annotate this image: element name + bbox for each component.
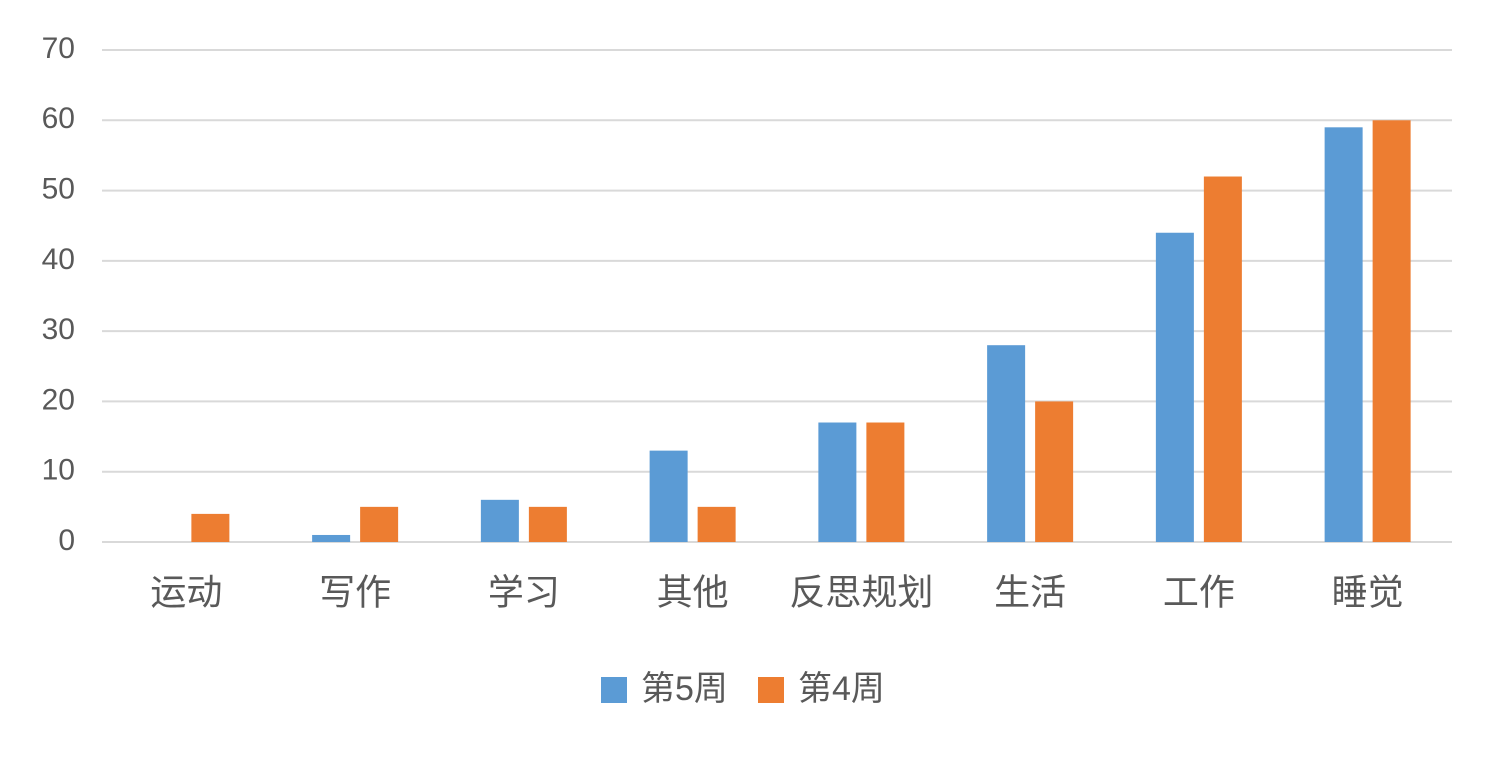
y-tick-label: 50 [42, 172, 75, 205]
y-tick-label: 30 [42, 313, 75, 346]
x-tick-label: 其他 [657, 572, 729, 613]
y-tick-label: 70 [42, 32, 75, 65]
bar [987, 345, 1026, 542]
x-tick-label: 反思规划 [789, 572, 933, 613]
bar [1324, 127, 1363, 543]
x-tick-label: 睡觉 [1332, 572, 1404, 613]
bar [1155, 232, 1194, 542]
x-tick-label: 学习 [488, 572, 560, 613]
x-tick-label: 运动 [150, 572, 222, 613]
legend-swatch [601, 677, 627, 703]
legend-swatch [758, 677, 784, 703]
x-tick-label: 工作 [1163, 572, 1235, 613]
bar [1035, 401, 1074, 542]
bar [1203, 176, 1242, 542]
bar [360, 506, 399, 542]
bar [697, 506, 736, 542]
x-tick-label: 生活 [994, 572, 1066, 613]
legend-label: 第5周 [641, 670, 728, 708]
bar [866, 422, 905, 542]
bar [649, 450, 688, 542]
bar [528, 506, 567, 542]
y-tick-label: 40 [42, 243, 75, 276]
bar [191, 513, 230, 542]
legend-label: 第4周 [798, 670, 885, 708]
y-tick-label: 60 [42, 102, 75, 135]
bar [818, 422, 857, 542]
x-tick-label: 写作 [319, 572, 391, 613]
bar [480, 499, 519, 542]
y-tick-label: 10 [42, 454, 75, 487]
bar [312, 534, 351, 542]
y-tick-label: 0 [58, 524, 75, 557]
y-tick-label: 20 [42, 383, 75, 416]
bar [1372, 120, 1411, 543]
